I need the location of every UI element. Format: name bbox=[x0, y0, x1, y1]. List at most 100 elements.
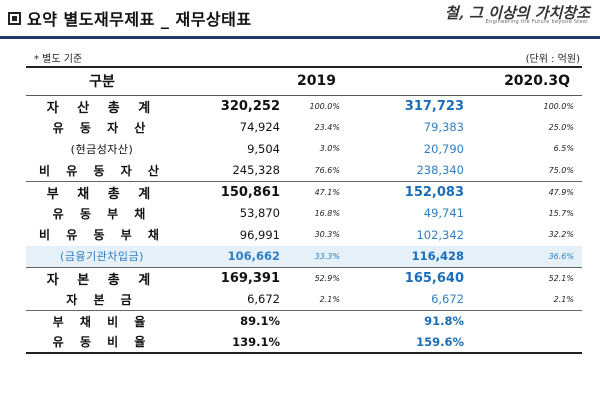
table-row: 비 유 동 부 채 96,991 30.3% 102,342 32.2% bbox=[26, 224, 582, 246]
table-row: 유 동 부 채 53,870 16.8% 49,741 15.7% bbox=[26, 203, 582, 225]
title-wrap: 요약 별도재무제표 _ 재무상태표 bbox=[8, 6, 252, 30]
cell-gap bbox=[342, 203, 354, 225]
cell-gap bbox=[342, 245, 354, 267]
ratio-2019: 16.8% bbox=[314, 208, 340, 218]
table-row: 유 동 자 산 74,924 23.4% 79,383 25.0% bbox=[26, 117, 582, 139]
cell-gap bbox=[342, 289, 354, 311]
value-2019: 106,662 bbox=[178, 245, 290, 267]
value-2020-3q: 102,342 bbox=[416, 227, 464, 242]
row-label: 자 산 총 계 bbox=[46, 100, 158, 116]
company-logo: 철, 그 이상의 가치창조 Engineering the Future bey… bbox=[445, 2, 590, 32]
cell-gap bbox=[342, 224, 354, 246]
row-label: (현금성자산) bbox=[70, 142, 134, 156]
ratio-2020-3q bbox=[470, 309, 582, 332]
ratio-2020-3q: 15.7% bbox=[548, 208, 574, 218]
value-2020-3q: 159.6% bbox=[354, 331, 470, 354]
ratio-2019: 100.0% bbox=[309, 101, 340, 111]
cell-gap bbox=[342, 180, 354, 203]
ratio-2020-3q: 100.0% bbox=[543, 101, 574, 111]
table-row: 자 본 금 6,672 2.1% 6,672 2.1% bbox=[26, 289, 582, 311]
table-row: (금융기관차입금) 106,662 33.3% 116,428 36.6% bbox=[26, 245, 582, 267]
table-row: 유 동 비 율 139.1% 159.6% bbox=[26, 331, 582, 354]
ratio-2020-3q: 6.5% bbox=[553, 144, 574, 154]
logo-tagline: Engineering the Future beyond Steel bbox=[485, 19, 588, 25]
table-row: 부 채 비 율 89.1% 91.8% bbox=[26, 309, 582, 332]
value-2020-3q: 238,340 bbox=[416, 163, 464, 177]
row-label: 자 본 총 계 bbox=[26, 266, 178, 289]
value-2019: 320,252 bbox=[220, 98, 280, 114]
table-row: 비 유 동 자 산 245,328 76.6% 238,340 75.0% bbox=[26, 160, 582, 182]
ratio-2019 bbox=[290, 309, 342, 332]
basis-note: * 별도 기준 bbox=[34, 54, 83, 65]
row-label: (금융기관차입금) bbox=[26, 245, 178, 267]
header-rule bbox=[0, 36, 600, 39]
value-2019: 96,991 bbox=[239, 227, 280, 242]
value-2020-3q: 116,428 bbox=[354, 245, 470, 267]
ratio-2019: 3.0% bbox=[319, 144, 340, 154]
ratio-2020-3q: 75.0% bbox=[548, 165, 574, 175]
ratio-2019 bbox=[290, 331, 342, 354]
value-2019: 9,504 bbox=[247, 141, 280, 156]
row-label: 유 동 비 율 bbox=[26, 331, 178, 354]
ratio-2020-3q: 25.0% bbox=[548, 122, 574, 132]
table-row: 부 채 총 계 150,861 47.1% 152,083 47.9% bbox=[26, 180, 582, 203]
table-row: 자 본 총 계 169,391 52.9% 165,640 52.1% bbox=[26, 266, 582, 289]
square-bullet-icon bbox=[8, 11, 21, 25]
value-2020-3q: 6,672 bbox=[431, 292, 464, 306]
value-2019: 53,870 bbox=[239, 206, 280, 221]
header-label: 구분 bbox=[26, 66, 178, 96]
value-2019: 245,328 bbox=[232, 163, 280, 177]
cell-gap bbox=[342, 266, 354, 289]
cell-gap bbox=[342, 331, 354, 354]
row-label: 비 유 동 부 채 bbox=[39, 228, 165, 243]
ratio-2020-3q: 32.2% bbox=[548, 230, 574, 240]
header-gap bbox=[342, 66, 354, 96]
ratio-2019: 2.1% bbox=[319, 294, 340, 304]
table-header-row: 구분 2019 2020.3Q bbox=[26, 66, 582, 96]
ratio-2020-3q bbox=[470, 331, 582, 354]
value-2019: 6,672 bbox=[247, 292, 280, 306]
value-2019: 89.1% bbox=[178, 309, 290, 332]
value-2019: 169,391 bbox=[178, 266, 290, 289]
cell-gap bbox=[342, 117, 354, 139]
value-2020-3q: 20,790 bbox=[423, 141, 464, 156]
cell-gap bbox=[342, 160, 354, 182]
cell-gap bbox=[342, 95, 354, 117]
row-label: 자 본 금 bbox=[66, 292, 138, 307]
row-label: 유 동 부 채 bbox=[52, 206, 152, 221]
balance-sheet-table: 구분 2019 2020.3Q 자 산 총 계 320,252 100.0% 317,… bbox=[26, 66, 582, 354]
ratio-2019: 30.3% bbox=[314, 230, 340, 240]
row-label: 유 동 자 산 bbox=[52, 120, 152, 135]
row-label: 부 채 총 계 bbox=[26, 180, 178, 203]
ratio-2020-3q: 36.6% bbox=[470, 245, 582, 267]
ratio-2019: 33.3% bbox=[290, 245, 342, 267]
value-2020-3q: 165,640 bbox=[354, 266, 470, 289]
cell-gap bbox=[342, 138, 354, 160]
header-year1: 2019 bbox=[178, 66, 342, 96]
value-2020-3q: 317,723 bbox=[404, 98, 464, 114]
table-row: 자 산 총 계 320,252 100.0% 317,723 100.0% bbox=[26, 95, 582, 117]
row-label: 비 유 동 자 산 bbox=[39, 163, 165, 178]
ratio-2019: 52.9% bbox=[290, 266, 342, 289]
value-2020-3q: 49,741 bbox=[423, 206, 464, 221]
value-2020-3q: 91.8% bbox=[354, 309, 470, 332]
table-row: (현금성자산) 9,504 3.0% 20,790 6.5% bbox=[26, 138, 582, 160]
ratio-2020-3q: 2.1% bbox=[553, 294, 574, 304]
value-2020-3q: 152,083 bbox=[354, 180, 470, 203]
header-year2: 2020.3Q bbox=[354, 66, 582, 96]
ratio-2019: 23.4% bbox=[314, 122, 340, 132]
unit-note: (단위 : 억원) bbox=[525, 54, 580, 65]
value-2019: 74,924 bbox=[239, 120, 280, 135]
ratio-2019: 76.6% bbox=[314, 165, 340, 175]
value-2019: 139.1% bbox=[178, 331, 290, 354]
logo-slogan: 철, 그 이상의 가치창조 bbox=[444, 4, 590, 22]
row-label: 부 채 비 율 bbox=[26, 309, 178, 332]
ratio-2020-3q: 52.1% bbox=[470, 266, 582, 289]
page-title: 요약 별도재무제표 _ 재무상태표 bbox=[27, 10, 252, 29]
ratio-2019: 47.1% bbox=[290, 180, 342, 203]
ratio-2020-3q: 47.9% bbox=[470, 180, 582, 203]
cell-gap bbox=[342, 309, 354, 332]
slide-header: 요약 별도재무제표 _ 재무상태표 철, 그 이상의 가치창조 Engineer… bbox=[0, 0, 600, 36]
value-2020-3q: 79,383 bbox=[423, 120, 464, 135]
value-2019: 150,861 bbox=[178, 180, 290, 203]
